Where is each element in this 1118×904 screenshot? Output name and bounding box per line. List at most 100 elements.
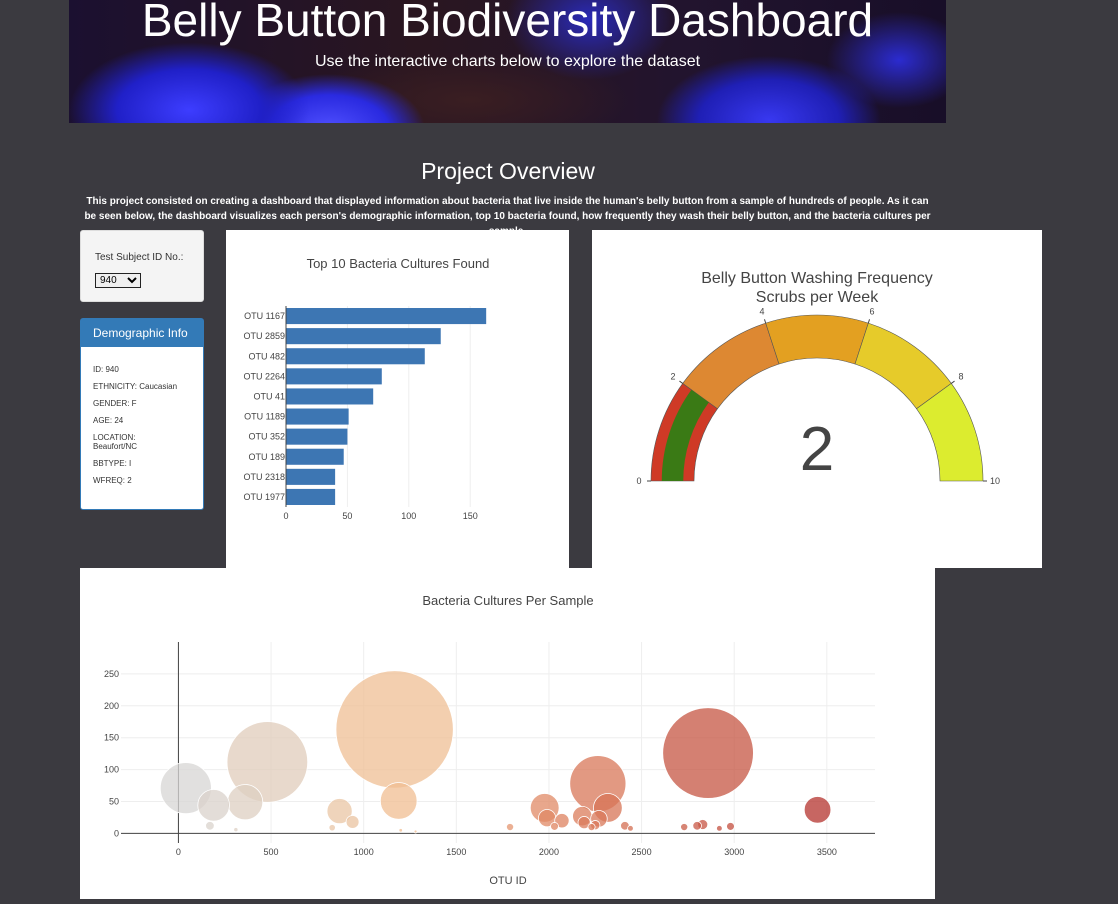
bubble-ytick-label: 0 xyxy=(114,828,119,838)
overview-title: Project Overview xyxy=(421,158,595,184)
bubble[interactable] xyxy=(803,796,832,824)
page-subtitle: Use the interactive charts below to expl… xyxy=(314,53,701,70)
bar[interactable] xyxy=(286,488,336,505)
bubble[interactable] xyxy=(197,789,230,822)
gauge-tick-label: 6 xyxy=(869,307,874,317)
gauge-tick xyxy=(679,380,683,384)
bubble[interactable] xyxy=(627,825,634,832)
bubble-ytick-label: 100 xyxy=(104,765,119,775)
bubble[interactable] xyxy=(233,827,239,833)
bubble-chart-xlabel: OTU ID xyxy=(489,875,526,887)
gauge-title: Belly Button Washing Frequency xyxy=(701,270,933,287)
bubble[interactable] xyxy=(227,784,264,821)
bubble[interactable] xyxy=(554,813,570,829)
bubble-chart-title: Bacteria Cultures Per Sample xyxy=(422,593,593,608)
bar-category-label: OTU 2318 xyxy=(243,472,285,482)
bar[interactable] xyxy=(286,308,487,325)
bar[interactable] xyxy=(286,468,336,485)
gauge-tick xyxy=(867,319,871,324)
subject-selector-label: Test Subject ID No.: xyxy=(95,252,184,263)
bar-chart-title: Top 10 Bacteria Cultures Found xyxy=(307,256,490,271)
bubble[interactable] xyxy=(716,825,723,832)
bubble[interactable] xyxy=(328,824,336,832)
bubble-xtick-label: 3500 xyxy=(817,847,837,857)
bubble-ytick-label: 150 xyxy=(104,733,119,743)
bar[interactable] xyxy=(286,368,382,385)
top10-bar-chart[interactable]: Top 10 Bacteria Cultures Found 0 50 100 150… xyxy=(226,230,569,568)
demographic-bbtype: BBTYPE: I xyxy=(93,459,132,468)
subject-id-dropdown[interactable]: 940 xyxy=(95,273,141,288)
bubble-xtick-label: 2000 xyxy=(539,847,559,857)
bubble[interactable] xyxy=(335,670,454,789)
gauge-tick-label: 4 xyxy=(759,307,764,317)
demographic-gender: GENDER: F xyxy=(93,399,137,408)
demographic-panel-title: Demographic Info xyxy=(81,319,203,347)
bar-category-label: OTU 2264 xyxy=(243,371,285,381)
bar[interactable] xyxy=(286,388,374,405)
bubble[interactable] xyxy=(226,721,309,803)
bubble[interactable] xyxy=(692,821,702,831)
bubble-chart[interactable]: Bacteria Cultures Per Sample OTU ID 0 50 0… xyxy=(80,568,935,899)
bubble[interactable] xyxy=(550,822,559,831)
bubble[interactable] xyxy=(398,828,403,833)
bar[interactable] xyxy=(286,428,348,445)
bubble[interactable] xyxy=(326,798,353,825)
bubble-ytick-label: 250 xyxy=(104,669,119,679)
gauge-tick-label: 0 xyxy=(636,476,641,486)
bar-category-label: OTU 41 xyxy=(253,391,285,401)
bubble[interactable] xyxy=(413,829,418,834)
demographic-panel: Demographic Info ID: 940 ETHNICITY: Cauc… xyxy=(80,318,204,510)
bar-category-label: OTU 2859 xyxy=(243,331,285,341)
bar-category-label: OTU 189 xyxy=(248,452,285,462)
bar[interactable] xyxy=(286,408,349,425)
bubble-xtick-label: 2500 xyxy=(632,847,652,857)
bar-category-label: OTU 1167 xyxy=(244,311,285,321)
bubble[interactable] xyxy=(577,816,591,830)
bar[interactable] xyxy=(286,448,344,465)
page-title: Belly Button Biodiversity Dashboard xyxy=(141,0,874,46)
bubble[interactable] xyxy=(506,823,515,832)
bubble[interactable] xyxy=(726,822,735,831)
gauge-tick xyxy=(763,319,767,324)
bar-xtick-label: 0 xyxy=(283,511,288,521)
bubble-ytick-label: 200 xyxy=(104,701,119,711)
bubble-chart-panel: Bacteria Cultures Per Sample OTU ID 0 50 0… xyxy=(80,568,935,899)
bubble-xtick-label: 1500 xyxy=(446,847,466,857)
gauge-subtitle: Scrubs per Week xyxy=(756,289,879,306)
wash-frequency-gauge[interactable]: Belly Button Washing Frequency Scrubs pe… xyxy=(592,230,1042,568)
bar-category-label: OTU 1977 xyxy=(243,492,285,502)
top10-bar-chart-panel: Top 10 Bacteria Cultures Found 0 50 100 150… xyxy=(226,230,569,568)
gauge-value-bar xyxy=(661,389,709,481)
bubble[interactable] xyxy=(379,782,418,820)
bubble-ytick-label: 50 xyxy=(109,797,119,807)
subject-selector-panel: Test Subject ID No.: 940 xyxy=(80,230,204,302)
demographic-list: ID: 940 ETHNICITY: Caucasian GENDER: F A… xyxy=(81,347,203,485)
bubble-xtick-label: 0 xyxy=(176,847,181,857)
demographic-wfreq: WFREQ: 2 xyxy=(93,476,132,485)
wash-frequency-gauge-panel: Belly Button Washing Frequency Scrubs pe… xyxy=(592,230,1042,568)
bubble-xtick-label: 1000 xyxy=(354,847,374,857)
bubble[interactable] xyxy=(587,823,596,832)
header-banner: Belly Button Biodiversity Dashboard Use … xyxy=(69,0,946,123)
gauge-tick xyxy=(951,380,955,384)
gauge-step xyxy=(916,383,984,482)
gauge-step xyxy=(765,314,869,365)
bubble[interactable] xyxy=(345,815,360,829)
bubble[interactable] xyxy=(680,823,689,832)
gauge-value: 2 xyxy=(800,415,834,484)
gauge-tick-label: 8 xyxy=(958,371,963,381)
bar[interactable] xyxy=(286,348,425,365)
demographic-age: AGE: 24 xyxy=(93,416,124,425)
bar-category-label: OTU 1189 xyxy=(244,412,285,422)
bar-xtick-label: 150 xyxy=(463,511,478,521)
bar-xtick-label: 50 xyxy=(342,511,352,521)
bar-category-label: OTU 352 xyxy=(248,432,285,442)
gauge-tick-label: 2 xyxy=(670,371,675,381)
bubble-xtick-label: 3000 xyxy=(724,847,744,857)
demographic-ethnicity: ETHNICITY: Caucasian xyxy=(93,382,178,391)
bubble[interactable] xyxy=(205,821,215,831)
bubble[interactable] xyxy=(662,707,754,799)
bar-category-label: OTU 482 xyxy=(248,351,285,361)
bar[interactable] xyxy=(286,328,441,345)
bar-xtick-label: 100 xyxy=(401,511,416,521)
